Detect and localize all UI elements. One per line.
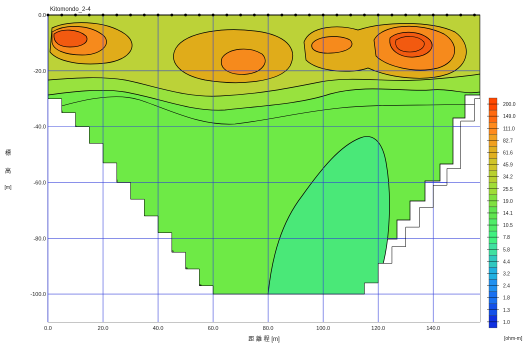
- legend-label: 1.0: [503, 320, 510, 326]
- electrode-marker: [431, 13, 435, 17]
- electrode-marker: [473, 13, 476, 17]
- electrode-marker: [445, 13, 449, 17]
- contour-line: [395, 36, 425, 53]
- y-tick-label: -40.0: [33, 125, 46, 131]
- x-tick-label: 100.0: [316, 326, 330, 332]
- y-axis-label-1: 標: [5, 149, 11, 157]
- section-boundary: [48, 98, 480, 295]
- y-tick-label: -60.0: [33, 180, 46, 186]
- electrode-marker: [418, 13, 421, 17]
- electrode-marker: [459, 13, 463, 17]
- y-tick-label: 0.0: [38, 13, 46, 19]
- electrode-marker: [87, 13, 91, 17]
- contour-line: [48, 96, 480, 125]
- electrode-marker: [115, 13, 119, 17]
- legend-label: 5.8: [503, 247, 510, 253]
- electrode-marker: [321, 13, 325, 17]
- y-tick-label: -80.0: [33, 236, 46, 242]
- region-peak-right: [389, 31, 433, 58]
- x-tick-label: 60.0: [208, 326, 219, 332]
- y-axis-label-3: [m]: [5, 185, 13, 191]
- legend-label: 4.4: [503, 259, 510, 265]
- x-tick-label: 140.0: [426, 326, 440, 332]
- legend-label: 61.6: [503, 150, 513, 156]
- legend-label: 25.5: [503, 187, 513, 193]
- x-tick-label: 120.0: [371, 326, 385, 332]
- electrode-marker: [335, 13, 339, 17]
- electrode-marker: [142, 13, 146, 17]
- x-tick-label: 80.0: [263, 326, 274, 332]
- region-blue-green: [267, 136, 390, 296]
- electrode-marker: [46, 13, 50, 17]
- x-tick-label: 20.0: [98, 326, 109, 332]
- electrode-marker: [266, 13, 270, 17]
- electrode-marker: [211, 13, 215, 17]
- electrode-marker: [156, 13, 160, 17]
- chart-title: Kitomondo_2-4: [50, 7, 91, 13]
- legend-label: 34.2: [503, 175, 513, 181]
- legend-label: 149.0: [503, 114, 516, 120]
- electrode-marker: [252, 13, 256, 17]
- legend-label: 14.1: [503, 211, 513, 217]
- electrode-marker: [349, 13, 353, 17]
- electrode-marker: [101, 13, 105, 17]
- section-mask: [48, 98, 480, 323]
- legend-label: 1.3: [503, 308, 510, 314]
- electrode-markers: [46, 13, 480, 17]
- electrode-marker: [74, 13, 77, 17]
- legend-label: 1.8: [503, 296, 510, 302]
- y-tick-label: -20.0: [33, 69, 46, 75]
- y-tick-labels: 0.0 -20.0 -40.0 -60.0 -80.0 -100.0: [30, 13, 46, 298]
- x-axis-label: 距 離 程 [m]: [248, 335, 280, 343]
- electrode-marker: [294, 13, 298, 17]
- legend-label: 3.2: [503, 271, 510, 277]
- electrode-marker: [170, 13, 174, 17]
- legend-label: 45.9: [503, 163, 513, 169]
- region-peak-left: [53, 29, 88, 48]
- region-orange-mid: [220, 48, 266, 75]
- legend-label: 19.0: [503, 199, 513, 205]
- legend-label: 111.0: [503, 126, 515, 132]
- legend-label: 2.4: [503, 284, 510, 290]
- legend-label: 82.7: [503, 138, 513, 144]
- electrode-marker: [363, 13, 366, 17]
- electrode-marker: [280, 13, 284, 17]
- electrode-marker: [239, 13, 243, 17]
- legend-label: 200.0: [503, 102, 516, 108]
- x-tick-label: 40.0: [153, 326, 164, 332]
- electrode-marker: [390, 13, 394, 17]
- electrode-marker: [308, 13, 311, 17]
- region-orange-small: [311, 36, 353, 54]
- x-tick-label: 0.0: [44, 326, 52, 332]
- electrode-marker: [129, 13, 132, 17]
- electrode-marker: [404, 13, 408, 17]
- color-legend: 200.0 149.0 111.0 82.7 61.6 45.9 34.2 25.5 19.0 1…: [487, 97, 516, 329]
- legend-label: 10.5: [503, 223, 513, 229]
- y-tick-label: -100.0: [30, 292, 46, 298]
- electrode-marker: [225, 13, 229, 17]
- electrode-marker: [184, 13, 187, 17]
- legend-unit: [ohm-m]: [504, 336, 523, 342]
- electrode-marker: [197, 13, 201, 17]
- y-axis-label-2: 高: [5, 167, 11, 175]
- electrode-marker: [60, 13, 64, 17]
- x-tick-labels: 0.0 20.0 40.0 60.0 80.0 100.0 120.0 140.0: [44, 326, 440, 332]
- electrode-marker: [376, 13, 380, 17]
- legend-label: 7.8: [503, 235, 510, 241]
